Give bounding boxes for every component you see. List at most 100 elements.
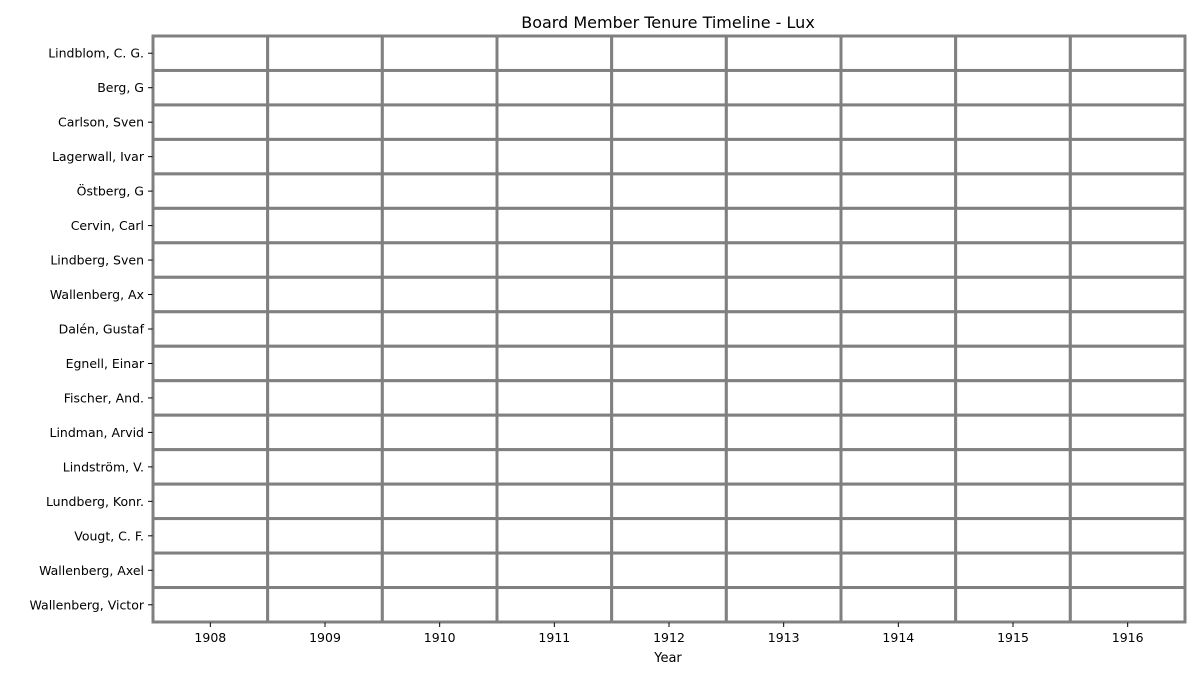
heatmap-cell (380, 206, 499, 245)
y-tick-label: Wallenberg, Victor (29, 597, 144, 612)
heatmap-cell (839, 344, 958, 383)
heatmap-cell (1068, 103, 1187, 141)
heatmap-cell (380, 379, 499, 417)
heatmap-cell (954, 551, 1072, 590)
heatmap-cell (495, 586, 614, 624)
heatmap-cell (380, 517, 499, 555)
y-tick-label: Egnell, Einar (66, 356, 145, 371)
chart-title: Board Member Tenure Timeline - Lux (521, 13, 815, 32)
heatmap-cell (954, 241, 1072, 279)
heatmap-cell (266, 586, 384, 624)
heatmap-cell (380, 68, 499, 107)
heatmap-cell (839, 551, 958, 590)
heatmap-cell (266, 448, 384, 486)
heatmap-cell (495, 103, 614, 141)
x-tick-label: 1914 (882, 630, 914, 645)
heatmap-cell (839, 586, 958, 624)
heatmap-cell (1068, 379, 1187, 417)
heatmap-cell (724, 34, 843, 72)
x-tick-label: 1915 (997, 630, 1029, 645)
heatmap-cell (266, 68, 384, 107)
heatmap-cell (724, 482, 843, 521)
heatmap-cell (839, 482, 958, 521)
heatmap-cell (1068, 172, 1187, 210)
y-tick-label: Lindberg, Sven (50, 253, 144, 268)
heatmap-cell (151, 379, 270, 417)
heatmap-cell (724, 172, 843, 210)
y-tick-label: Carlson, Sven (58, 115, 144, 130)
heatmap-cell (724, 413, 843, 452)
heatmap-cell (954, 413, 1072, 452)
y-tick-label: Wallenberg, Ax (50, 287, 144, 302)
heatmap-cell (839, 241, 958, 279)
y-tick-label: Lindström, V. (63, 459, 144, 474)
heatmap-cell (151, 103, 270, 141)
heatmap-cell (839, 275, 958, 314)
heatmap-cell (1068, 344, 1187, 383)
heatmap-cell (1068, 448, 1187, 486)
y-tick-label: Lagerwall, Ivar (52, 149, 145, 164)
y-tick-label: Vougt, C. F. (74, 528, 144, 543)
heatmap-cell (151, 34, 270, 72)
heatmap-cell (380, 482, 499, 521)
heatmap-cell (954, 103, 1072, 141)
y-axis: Lindblom, C. G. Berg, G Carlson, Sven Lager… (29, 46, 153, 612)
heatmap-cell (954, 586, 1072, 624)
heatmap-cell (839, 413, 958, 452)
heatmap-cell (724, 448, 843, 486)
y-tick-label: Wallenberg, Axel (39, 563, 144, 578)
heatmap-cell (495, 448, 614, 486)
heatmap-cell (610, 137, 728, 176)
heatmap-cell (266, 103, 384, 141)
heatmap-cell (266, 379, 384, 417)
heatmap-cell (495, 482, 614, 521)
heatmap-cell (151, 310, 270, 348)
heatmap-cell (1068, 275, 1187, 314)
heatmap-cell (380, 413, 499, 452)
heatmap-cell (610, 344, 728, 383)
x-tick-label: 1910 (424, 630, 456, 645)
heatmap-cell (495, 241, 614, 279)
heatmap-cell (954, 34, 1072, 72)
heatmap-cell (380, 551, 499, 590)
heatmap-cell (954, 344, 1072, 383)
x-axis: 1908 1909 1910 1911 1912 1913 1914 1915 1916 (194, 622, 1144, 645)
heatmap-cell (1068, 551, 1187, 590)
heatmap-cell (1068, 413, 1187, 452)
heatmap-cell (151, 344, 270, 383)
y-tick-label: Berg, G (97, 80, 144, 95)
heatmap-cell (495, 172, 614, 210)
heatmap-cell (1068, 517, 1187, 555)
plot-frame (152, 35, 1186, 623)
heatmap-cell (380, 34, 499, 72)
heatmap-cell (610, 379, 728, 417)
heatmap-cell (151, 206, 270, 245)
x-tick-label: 1912 (653, 630, 685, 645)
heatmap-cell (266, 137, 384, 176)
heatmap-cell (495, 275, 614, 314)
heatmap-cell (1068, 586, 1187, 624)
heatmap-cell (839, 517, 958, 555)
x-tick-label: 1916 (1112, 630, 1144, 645)
heatmap-cell (495, 137, 614, 176)
heatmap-cell (380, 103, 499, 141)
heatmap-cell (495, 379, 614, 417)
heatmap-cell (954, 137, 1072, 176)
y-tick-label: Cervin, Carl (71, 218, 144, 233)
heatmap-cell (151, 275, 270, 314)
heatmap-cell (954, 482, 1072, 521)
heatmap-cell (495, 413, 614, 452)
heatmap-cell (266, 172, 384, 210)
heatmap-cell (610, 172, 728, 210)
heatmap-cell (610, 241, 728, 279)
heatmap-cell (266, 206, 384, 245)
heatmap-cell (151, 172, 270, 210)
heatmap-cell (954, 206, 1072, 245)
heatmap-cell (839, 206, 958, 245)
heatmap-cell (495, 206, 614, 245)
heatmap-cell (954, 275, 1072, 314)
heatmap-cell (1068, 34, 1187, 72)
heatmap-cell (610, 482, 728, 521)
heatmap-cell (266, 482, 384, 521)
heatmap-cell (495, 517, 614, 555)
